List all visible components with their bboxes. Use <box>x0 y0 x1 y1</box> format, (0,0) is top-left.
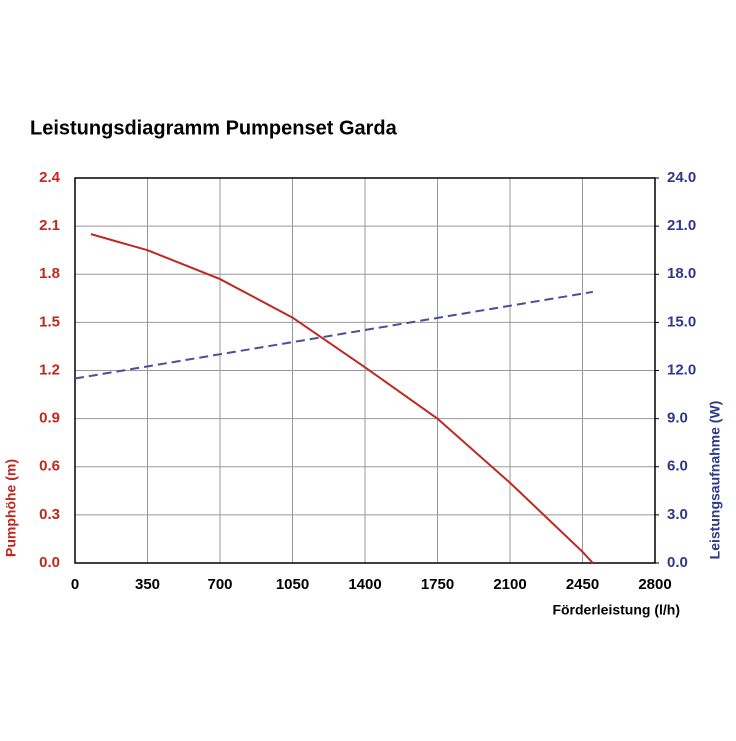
y2-tick-label: 3.0 <box>667 506 688 523</box>
y-tick-label: 1.2 <box>39 361 60 378</box>
y2-tick-label: 15.0 <box>667 313 696 330</box>
x-tick-label: 350 <box>135 576 160 593</box>
series-line <box>90 233 594 564</box>
y2-tick-label: 12.0 <box>667 361 696 378</box>
x-axis-label: Förderleistung (l/h) <box>552 602 680 618</box>
y-tick-label: 0.0 <box>39 554 60 571</box>
y2-tick-label: 9.0 <box>667 410 688 427</box>
y2-tick-label: 6.0 <box>667 458 688 475</box>
y2-tick-label: 0.0 <box>667 554 688 571</box>
plot-border <box>74 177 656 564</box>
y-tick-label: 0.9 <box>39 410 60 427</box>
x-tick-label: 0 <box>71 576 79 593</box>
x-tick-label: 1050 <box>276 576 309 593</box>
x-tick-label: 2100 <box>493 576 526 593</box>
chart-title: Leistungsdiagramm Pumpenset Garda <box>30 117 398 139</box>
x-tick-label: 1400 <box>348 576 381 593</box>
y2-tick-label: 21.0 <box>667 217 696 234</box>
x-tick-label: 700 <box>207 576 232 593</box>
x-tick-label: 1750 <box>421 576 454 593</box>
y-tick-label: 2.4 <box>39 169 61 186</box>
y-tick-label: 0.6 <box>39 458 60 475</box>
series-line <box>74 290 594 380</box>
x-tick-label: 2450 <box>566 576 599 593</box>
y2-tick-label: 18.0 <box>667 265 696 282</box>
y-axis-label: Pumphöhe (m) <box>3 459 19 557</box>
y-tick-label: 1.8 <box>39 265 60 282</box>
y-tick-label: 1.5 <box>39 313 60 330</box>
y2-tick-label: 24.0 <box>667 169 696 186</box>
x-tick-label: 2800 <box>638 576 671 593</box>
y-tick-label: 0.3 <box>39 506 60 523</box>
y-tick-label: 2.1 <box>39 217 60 234</box>
y2-axis-label: Leistungsaufnahme (W) <box>707 401 723 560</box>
